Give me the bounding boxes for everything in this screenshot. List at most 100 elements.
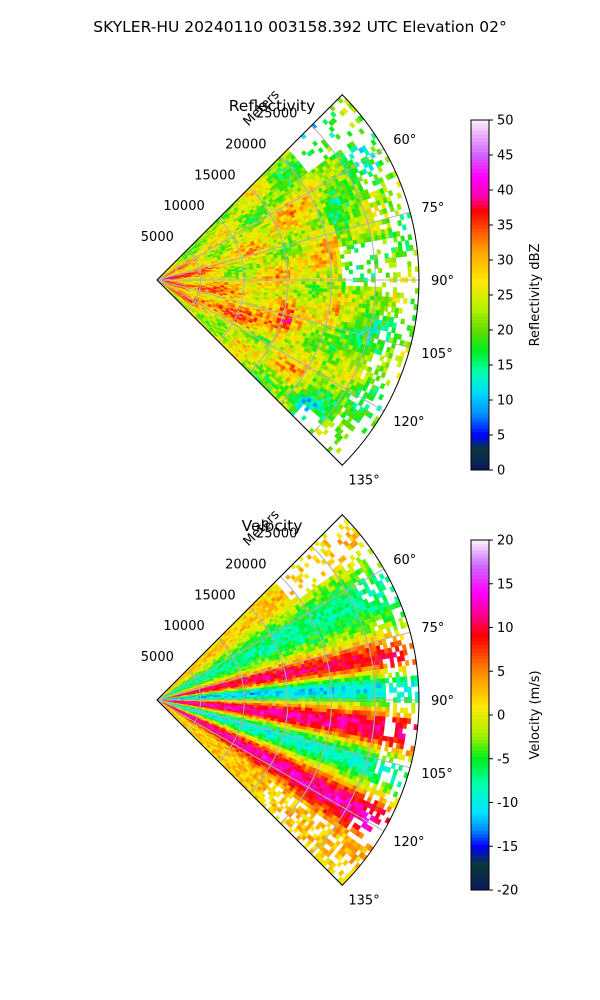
- data-cell: [264, 283, 269, 286]
- data-cell: [290, 281, 295, 285]
- data-cell: [246, 271, 251, 274]
- data-cell: [253, 276, 258, 280]
- data-cell: [337, 289, 342, 294]
- data-cell: [246, 276, 251, 280]
- data-cell: [311, 291, 317, 296]
- data-cell: [250, 276, 255, 280]
- data-cell: [334, 274, 339, 279]
- data-cell: [318, 298, 323, 303]
- data-cell: [311, 261, 316, 266]
- colorbar-segment: [471, 267, 489, 271]
- data-cell: [407, 271, 412, 278]
- colorbar-segment: [471, 228, 489, 233]
- colorbar-segment: [471, 445, 489, 450]
- colorbar-segment: [471, 141, 489, 145]
- data-cell: [297, 281, 302, 285]
- data-cell: [312, 274, 317, 279]
- data-cell: [279, 275, 284, 279]
- colorbar-segment: [471, 463, 489, 467]
- data-cell: [333, 259, 338, 264]
- data-cell: [370, 295, 375, 301]
- data-cell: [315, 284, 321, 289]
- data-cell: [315, 288, 320, 293]
- colorbar-segment: [471, 340, 489, 345]
- data-cell: [382, 282, 387, 288]
- data-cell: [346, 130, 353, 138]
- data-cell: [312, 271, 317, 276]
- range-tick-label: 10000: [163, 199, 204, 214]
- data-cell: [346, 249, 352, 255]
- data-cell: [282, 270, 287, 274]
- data-cell: [279, 273, 284, 277]
- data-cell: [268, 285, 273, 289]
- data-cell: [407, 266, 412, 273]
- data-cell: [359, 264, 364, 270]
- data-cell: [336, 258, 342, 264]
- data-cell: [326, 263, 331, 268]
- data-cell: [335, 247, 340, 252]
- data-cell: [296, 293, 302, 297]
- data-cell: [336, 296, 342, 302]
- data-cell: [306, 553, 313, 561]
- colorbar-segment: [471, 249, 489, 254]
- data-cell: [345, 285, 350, 291]
- data-cell: [335, 250, 341, 256]
- data-cell: [377, 296, 382, 302]
- colorbar-segment: [471, 449, 489, 453]
- data-cell: [308, 284, 313, 289]
- data-cell: [381, 296, 386, 302]
- data-cell: [261, 276, 266, 280]
- data-cell: [311, 264, 317, 269]
- data-cell: [272, 281, 277, 284]
- colorbar-segment: [471, 393, 489, 397]
- data-cell: [319, 284, 324, 289]
- data-cell: [301, 281, 306, 285]
- data-cell: [267, 266, 272, 270]
- data-cell: [409, 244, 414, 251]
- data-cell: [304, 271, 310, 276]
- colorbar-segment: [471, 424, 489, 429]
- data-cell: [348, 261, 353, 267]
- data-cell: [338, 274, 343, 279]
- data-cell: [337, 285, 343, 290]
- figure-title: SKYLER-HU 20240110 003158.392 UTC Elevat…: [93, 18, 507, 36]
- data-cell: [257, 280, 262, 284]
- data-cell: [341, 262, 346, 267]
- colorbar-segment: [471, 221, 489, 226]
- data-cell: [308, 545, 315, 552]
- colorbar-segment: [471, 207, 489, 212]
- data-cell: [379, 310, 385, 316]
- data-cell: [275, 275, 280, 279]
- colorbar-label: Reflectivity dBZ: [528, 244, 543, 347]
- data-cell: [349, 244, 355, 250]
- data-cell: [319, 281, 324, 286]
- data-cell: [272, 276, 277, 279]
- data-cell: [397, 241, 403, 248]
- data-cell: [315, 267, 320, 272]
- data-cell: [268, 271, 273, 275]
- data-cell: [322, 295, 327, 300]
- colorbar-segment: [471, 256, 489, 261]
- data-cell: [323, 285, 328, 290]
- data-cell: [271, 273, 277, 277]
- data-cell: [220, 277, 225, 280]
- data-cell: [282, 264, 287, 269]
- data-cell: [246, 274, 251, 278]
- data-cell: [386, 222, 392, 229]
- colorbar-segment: [471, 358, 489, 362]
- colorbar-segment: [471, 172, 489, 177]
- data-cell: [321, 302, 326, 307]
- data-cell: [228, 277, 233, 280]
- panel-reflectivity: Reflectivity500010000150002000025000Mete…: [141, 87, 543, 488]
- data-cell: [410, 298, 415, 305]
- data-cell: [268, 281, 273, 284]
- data-cell: [312, 268, 317, 273]
- data-cell: [366, 295, 371, 301]
- data-cell: [289, 266, 295, 271]
- data-cell: [282, 273, 288, 277]
- data-cell: [289, 289, 295, 294]
- colorbar-segment: [471, 253, 489, 257]
- data-cell: [260, 283, 266, 286]
- data-cell: [332, 300, 338, 305]
